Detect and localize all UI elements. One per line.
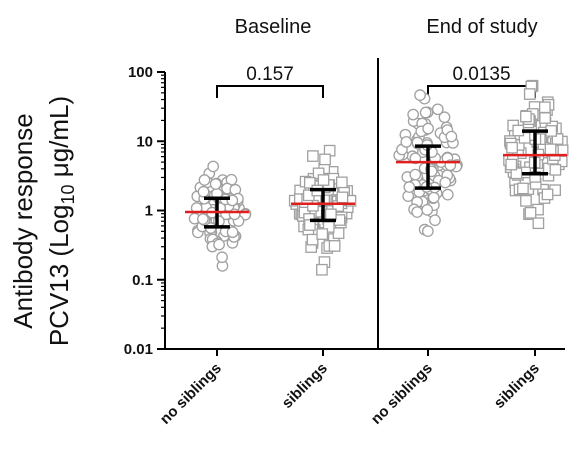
y-tick-label: 1 xyxy=(145,203,153,220)
data-point-square xyxy=(317,174,330,186)
x-tick-label: no siblings xyxy=(368,360,436,428)
data-point-square xyxy=(532,217,545,230)
data-point-circle xyxy=(409,168,422,181)
x-tick-label: no siblings xyxy=(157,360,225,428)
data-point-circle xyxy=(421,225,434,238)
panel-title: Baseline xyxy=(235,16,312,38)
data-point-circle xyxy=(438,111,451,124)
data-point-circle xyxy=(445,130,458,143)
data-point-circle xyxy=(441,188,454,201)
data-point-square xyxy=(539,112,551,124)
data-point-square xyxy=(538,101,551,114)
data-point-circle xyxy=(403,181,416,193)
y-tick-label: 0.01 xyxy=(124,341,153,358)
y-axis-label-line1: Antibody response xyxy=(8,113,38,328)
y-axis-label-suffix: μg/mL) xyxy=(44,96,74,185)
y-axis-label: Antibody response PCV13 (Log10 μg/mL) xyxy=(8,96,78,346)
p-value-label: 0.157 xyxy=(246,64,294,85)
data-point-circle xyxy=(411,206,424,218)
data-point-square xyxy=(505,158,518,171)
data-point-circle xyxy=(419,106,432,119)
data-point-square xyxy=(506,141,518,154)
y-axis-label-subscript: 10 xyxy=(58,184,78,204)
data-point-square xyxy=(541,188,554,201)
data-point-square xyxy=(544,143,557,156)
x-tick-label: siblings xyxy=(279,360,331,412)
y-tick-label: 100 xyxy=(128,64,153,81)
data-point-circle xyxy=(414,89,426,101)
data-point-circle xyxy=(427,191,440,204)
significance-bracket xyxy=(427,85,536,98)
data-point-square xyxy=(324,208,337,221)
data-point-circle xyxy=(216,251,228,264)
data-point-circle xyxy=(429,214,441,227)
p-value-label: 0.0135 xyxy=(452,64,510,85)
significance-bracket xyxy=(216,85,324,98)
data-point-square xyxy=(304,219,316,231)
data-point-circle xyxy=(209,178,222,190)
data-point-circle xyxy=(431,103,444,116)
data-point-circle xyxy=(422,122,434,135)
data-point-circle xyxy=(407,108,420,121)
data-point-square xyxy=(328,240,341,252)
data-point-square xyxy=(524,206,537,219)
svg-text:PCV13 (Log10 μg/mL): PCV13 (Log10 μg/mL) xyxy=(44,96,78,346)
data-point-square xyxy=(316,263,328,276)
y-tick-label: 0.1 xyxy=(132,272,153,289)
svg-text:Antibody response: Antibody response xyxy=(8,113,38,328)
data-point-square xyxy=(512,124,525,137)
data-point-circle xyxy=(400,136,413,148)
x-tick-label: siblings xyxy=(491,360,543,412)
panel-title: End of study xyxy=(426,16,537,38)
y-axis-label-prefix: PCV13 (Log xyxy=(44,205,74,347)
data-point-square xyxy=(319,153,331,166)
data-point-square xyxy=(303,176,316,189)
data-point-square xyxy=(307,150,319,162)
data-point-square xyxy=(523,88,536,100)
data-point-square xyxy=(520,110,532,123)
data-point-circle xyxy=(213,238,225,251)
data-point-circle xyxy=(207,160,220,173)
data-point-square xyxy=(551,133,564,145)
data-point-square xyxy=(316,228,329,240)
data-point-square xyxy=(336,191,349,204)
data-point-square xyxy=(335,176,348,189)
data-point-square xyxy=(332,227,345,240)
y-tick-label: 10 xyxy=(136,133,153,150)
data-point-square xyxy=(306,233,319,246)
data-point-circle xyxy=(228,208,241,221)
data-point-square xyxy=(520,194,532,207)
data-point-square xyxy=(517,182,529,195)
data-point-circle xyxy=(198,174,211,186)
data-point-circle xyxy=(226,226,239,239)
data-point-circle xyxy=(197,213,209,225)
data-point-circle xyxy=(421,204,434,216)
data-point-circle xyxy=(197,185,210,198)
plot-area: 100 10 1 0.1 0.01 Baseline 0.157 no siblings sib… xyxy=(124,16,569,428)
data-point-circle xyxy=(439,176,452,189)
data-point-square xyxy=(549,163,562,176)
